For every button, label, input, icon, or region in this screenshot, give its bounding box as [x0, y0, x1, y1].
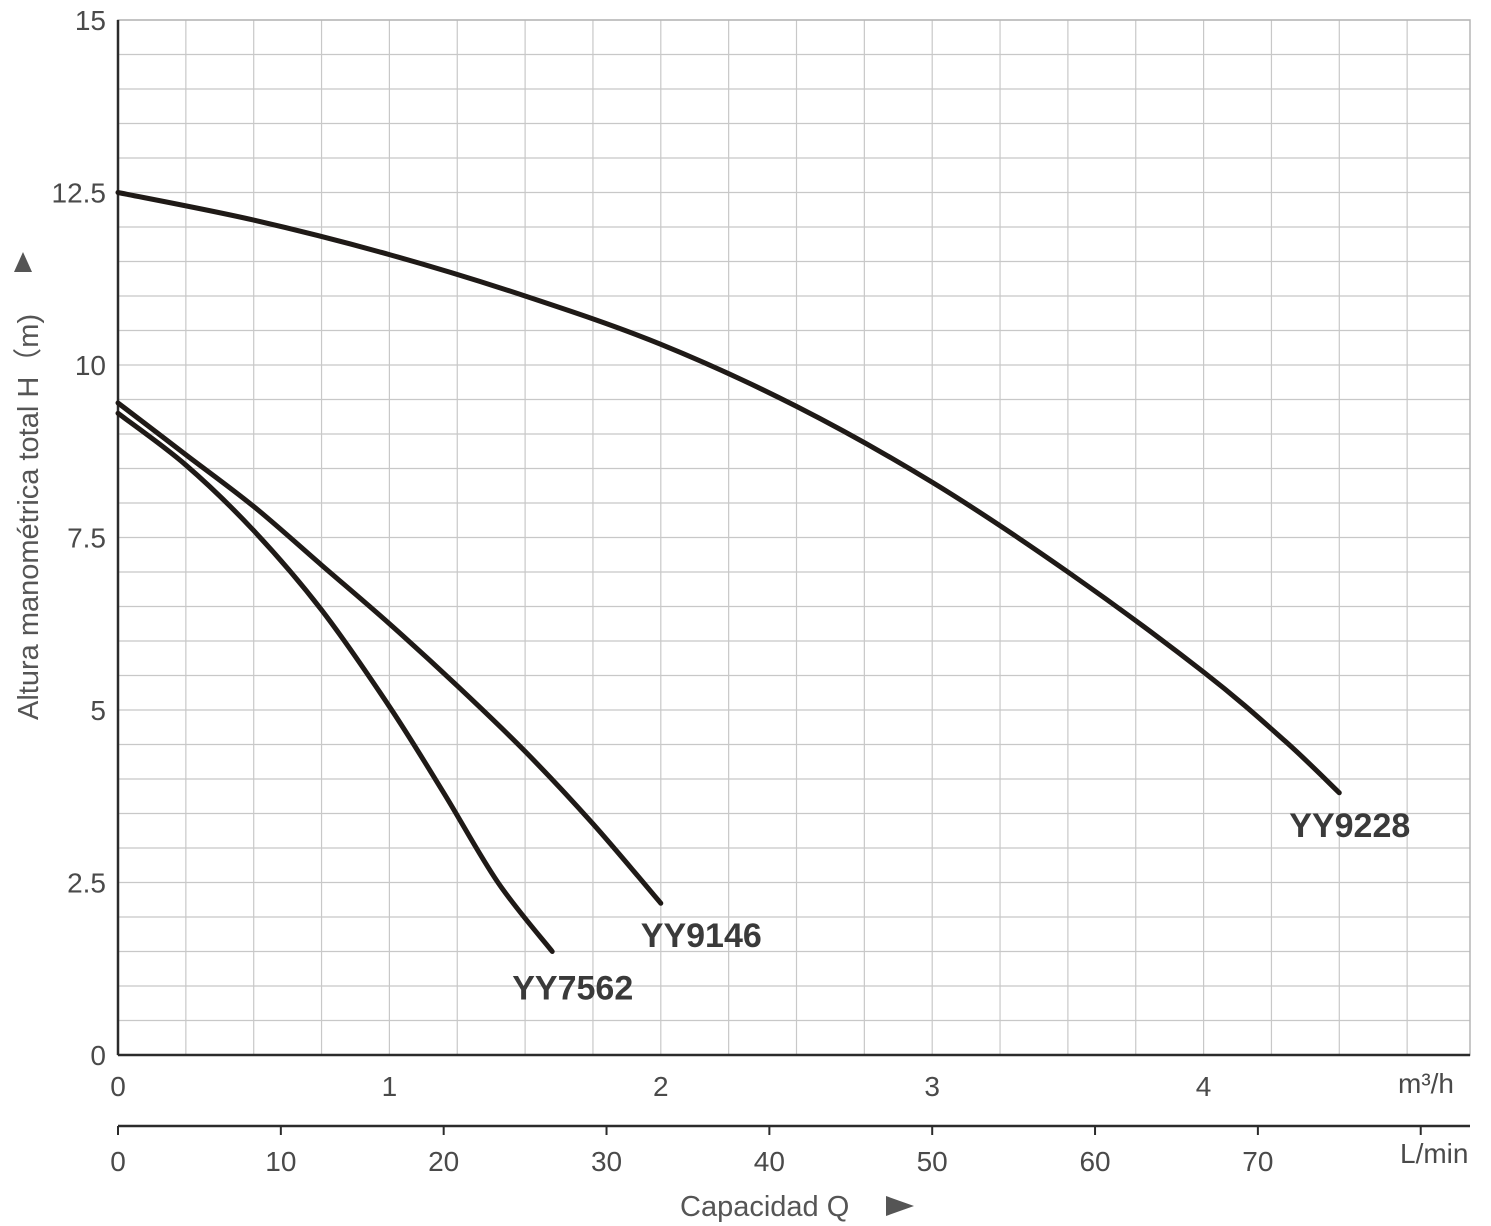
y-axis-arrow-icon — [14, 252, 32, 272]
curve-yy7562 — [115, 410, 555, 954]
y-tick-label: 5 — [90, 695, 106, 726]
series-curves — [115, 190, 1342, 954]
x-tick-label-lmin: 10 — [265, 1146, 296, 1177]
y-tick-label: 7.5 — [67, 523, 106, 554]
x-tick-label-lmin: 30 — [591, 1146, 622, 1177]
x-tick-label-m3h: 0 — [110, 1071, 126, 1102]
x-axis-title: Capacidad Q — [680, 1191, 849, 1223]
x-tick-labels-lmin: 0 10 20 30 40 50 60 70 — [110, 1146, 1273, 1177]
axes — [116, 20, 1470, 1135]
x-axis-arrow-icon — [886, 1196, 914, 1216]
x-tick-label-lmin: 60 — [1079, 1146, 1110, 1177]
y-tick-label: 2.5 — [67, 868, 106, 899]
grid — [117, 19, 1471, 1056]
x-tick-label-lmin: 20 — [428, 1146, 459, 1177]
y-tick-label: 0 — [90, 1040, 106, 1071]
series-label-yy9228: YY9228 — [1289, 807, 1410, 845]
curve-yy9146 — [115, 400, 664, 906]
x-unit-lmin: L/min — [1400, 1138, 1468, 1169]
y-axis-title: Altura manométrica total H（m) — [13, 314, 45, 720]
series-label-yy9146: YY9146 — [641, 917, 762, 955]
x-tick-label-lmin: 0 — [110, 1146, 126, 1177]
y-tick-label: 12.5 — [52, 178, 107, 209]
series-label-yy7562: YY7562 — [512, 970, 633, 1008]
x-tick-label-lmin: 70 — [1242, 1146, 1273, 1177]
x-tick-label-m3h: 4 — [1196, 1071, 1212, 1102]
x-tick-label-m3h: 2 — [653, 1071, 669, 1102]
x-tick-label-m3h: 3 — [924, 1071, 940, 1102]
x-unit-m3h: m³/h — [1398, 1068, 1454, 1099]
x-tick-label-lmin: 50 — [917, 1146, 948, 1177]
y-tick-label: 10 — [75, 350, 106, 381]
curve-yy9228 — [115, 190, 1342, 796]
x-tick-label-m3h: 1 — [382, 1071, 398, 1102]
x-tick-label-lmin: 40 — [754, 1146, 785, 1177]
x-tick-labels-m3h: 0 1 2 3 4 — [110, 1071, 1211, 1102]
y-tick-label: 15 — [75, 5, 106, 36]
y-tick-labels: 0 2.5 5 7.5 10 12.5 15 — [52, 5, 107, 1071]
